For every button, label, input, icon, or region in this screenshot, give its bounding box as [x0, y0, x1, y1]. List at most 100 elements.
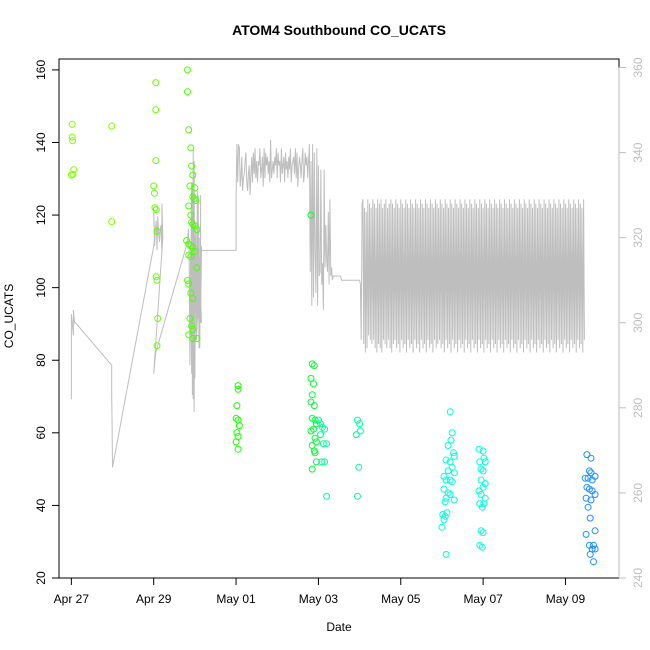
data-point	[587, 496, 595, 504]
x-tick-label: May 07	[463, 592, 503, 606]
data-point	[440, 485, 448, 493]
data-point	[323, 440, 331, 448]
data-point	[352, 431, 360, 439]
data-point	[192, 197, 200, 204]
data-point	[186, 315, 194, 322]
data-point	[185, 202, 193, 210]
data-point	[154, 315, 162, 322]
data-point	[153, 342, 161, 350]
data-point	[234, 385, 242, 393]
x-tick-label: May 03	[299, 592, 339, 606]
data-point	[475, 487, 483, 495]
data-point	[476, 458, 484, 466]
data-point	[448, 429, 456, 437]
data-point	[152, 273, 160, 281]
data-point	[479, 447, 487, 455]
data-point	[188, 162, 196, 170]
data-point	[152, 106, 160, 114]
data-point	[308, 465, 316, 473]
data-point	[477, 465, 485, 473]
data-point	[184, 66, 191, 74]
data-point	[440, 516, 448, 524]
data-point	[307, 211, 315, 219]
data-point	[108, 218, 116, 226]
data-point	[308, 391, 316, 399]
y2-axis: 240 260 280 300 320 340 360	[618, 57, 645, 588]
data-point	[185, 280, 193, 288]
data-point	[189, 325, 197, 333]
data-point	[310, 380, 317, 388]
data-point	[187, 144, 195, 152]
data-point	[585, 467, 593, 475]
data-point	[450, 449, 457, 457]
data-point	[354, 492, 361, 500]
data-point	[450, 452, 458, 460]
data-point	[312, 420, 320, 428]
data-point	[310, 362, 318, 370]
data-point	[150, 182, 158, 190]
data-point	[442, 456, 450, 464]
data-point	[185, 126, 193, 134]
data-point	[441, 512, 449, 520]
y-tick-label: 100	[34, 277, 48, 297]
data-point	[477, 491, 485, 498]
data-point	[311, 434, 319, 442]
data-point	[438, 523, 446, 531]
data-point	[311, 449, 319, 457]
data-point	[448, 478, 456, 486]
y-axis: 20 40 60 80 100 120 140 160	[34, 60, 60, 585]
data-point	[189, 220, 197, 228]
data-point	[477, 476, 485, 484]
data-point	[586, 550, 594, 558]
data-point	[185, 331, 193, 339]
data-point	[152, 79, 160, 87]
data-point	[189, 335, 197, 342]
data-point	[153, 276, 161, 284]
data-point	[479, 467, 487, 475]
data-point	[478, 543, 486, 551]
data-point	[444, 467, 452, 475]
data-point	[584, 503, 592, 511]
data-point	[151, 204, 159, 212]
y2-tick-label: 280	[631, 398, 645, 418]
y-tick-label: 80	[34, 353, 48, 367]
data-point	[479, 483, 487, 491]
data-point	[478, 503, 486, 511]
x-tick-label: Apr 27	[54, 592, 90, 606]
data-point	[590, 541, 597, 549]
data-point	[233, 429, 241, 437]
data-point	[314, 416, 322, 424]
data-point	[480, 454, 488, 462]
data-point	[443, 509, 451, 517]
x-axis: Apr 27 Apr 29 May 01 May 03 May 05 May 07 May …	[54, 577, 586, 606]
data-point	[318, 458, 326, 466]
data-point	[590, 558, 597, 566]
data-point	[355, 463, 363, 471]
data-point	[188, 322, 196, 330]
y-tick-label: 40	[34, 498, 48, 512]
points-layer	[67, 66, 599, 566]
data-point	[189, 244, 197, 252]
data-point	[321, 425, 329, 433]
data-point	[587, 469, 595, 477]
data-point	[310, 402, 318, 410]
data-point	[308, 360, 316, 368]
data-point	[444, 442, 452, 449]
data-point	[354, 416, 361, 424]
data-point	[481, 458, 489, 466]
data-point	[191, 247, 199, 255]
data-point	[232, 414, 240, 422]
data-point	[441, 498, 449, 506]
x-tick-label: May 01	[216, 592, 256, 606]
data-point	[152, 157, 160, 165]
y-tick-label: 20	[34, 571, 48, 585]
y2-tick-label: 240	[631, 568, 645, 588]
x-tick-label: Apr 29	[136, 592, 172, 606]
y2-tick-label: 300	[631, 312, 645, 332]
data-point	[153, 227, 161, 235]
data-point	[234, 382, 242, 390]
data-point	[312, 458, 320, 466]
data-point	[69, 170, 77, 178]
x-tick-label: May 09	[546, 592, 586, 606]
